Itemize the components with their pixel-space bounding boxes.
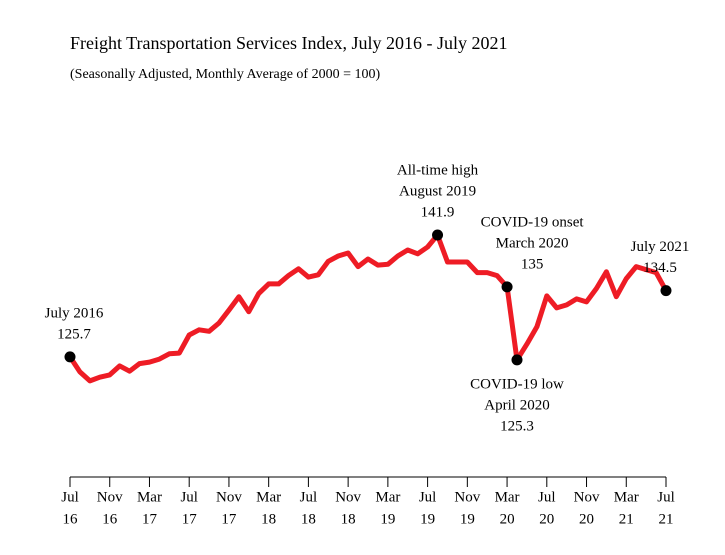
x-tick-label: Mar bbox=[137, 489, 162, 505]
x-tick-year: 19 bbox=[380, 511, 395, 527]
x-tick-year: 16 bbox=[63, 511, 79, 527]
annotation-value: 125.3 bbox=[500, 418, 534, 434]
annotation-value: 135 bbox=[521, 256, 544, 272]
x-tick-label: Jul bbox=[538, 489, 556, 505]
annotation-text: COVID-19 low bbox=[470, 376, 564, 392]
x-tick-year: 20 bbox=[579, 511, 594, 527]
annotation-text: August 2019 bbox=[399, 183, 476, 199]
annotation-dot bbox=[432, 229, 444, 241]
x-tick-year: 21 bbox=[619, 511, 634, 527]
x-tick-label: Jul bbox=[657, 489, 675, 505]
annotation-text: All-time high bbox=[397, 162, 479, 178]
x-tick-year: 17 bbox=[221, 511, 237, 527]
x-tick-year: 19 bbox=[460, 511, 475, 527]
x-tick-label: Nov bbox=[335, 489, 361, 505]
x-tick-label: Jul bbox=[180, 489, 198, 505]
x-tick-label: Jul bbox=[300, 489, 318, 505]
chart-subtitle: (Seasonally Adjusted, Monthly Average of… bbox=[70, 67, 380, 82]
x-tick-label: Nov bbox=[574, 489, 600, 505]
x-tick-year: 20 bbox=[500, 511, 515, 527]
data-line bbox=[67, 232, 669, 384]
annotation-dot bbox=[660, 285, 672, 297]
annotation-text: July 2021 bbox=[631, 239, 690, 255]
x-tick-label: Nov bbox=[97, 489, 123, 505]
annotation-value: 141.9 bbox=[421, 204, 455, 220]
x-tick-year: 19 bbox=[420, 511, 435, 527]
x-tick-label: Nov bbox=[216, 489, 242, 505]
x-tick-label: Mar bbox=[495, 489, 520, 505]
x-tick-year: 20 bbox=[539, 511, 554, 527]
x-tick-year: 17 bbox=[142, 511, 158, 527]
x-tick-year: 18 bbox=[341, 511, 356, 527]
x-tick-label: Nov bbox=[454, 489, 480, 505]
annotation-text: April 2020 bbox=[484, 397, 549, 413]
annotation-dot bbox=[501, 281, 513, 293]
x-tick-label: Jul bbox=[419, 489, 437, 505]
x-tick-label: Mar bbox=[375, 489, 400, 505]
annotation-value: 125.7 bbox=[57, 326, 91, 342]
x-tick-year: 16 bbox=[102, 511, 118, 527]
annotation-dot bbox=[511, 354, 523, 366]
annotation-text: July 2016 bbox=[45, 305, 104, 321]
x-tick-year: 17 bbox=[182, 511, 198, 527]
annotation-dot bbox=[64, 351, 76, 363]
x-tick-year: 18 bbox=[301, 511, 316, 527]
chart-title: Freight Transportation Services Index, J… bbox=[70, 33, 507, 53]
x-tick-label: Mar bbox=[256, 489, 281, 505]
x-tick-label: Jul bbox=[61, 489, 79, 505]
x-tick-year: 18 bbox=[261, 511, 276, 527]
annotation-value: 134.5 bbox=[643, 260, 677, 276]
annotation-text: March 2020 bbox=[496, 235, 569, 251]
x-tick-label: Mar bbox=[614, 489, 639, 505]
annotation-text: COVID-19 onset bbox=[481, 214, 585, 230]
x-tick-year: 21 bbox=[659, 511, 674, 527]
